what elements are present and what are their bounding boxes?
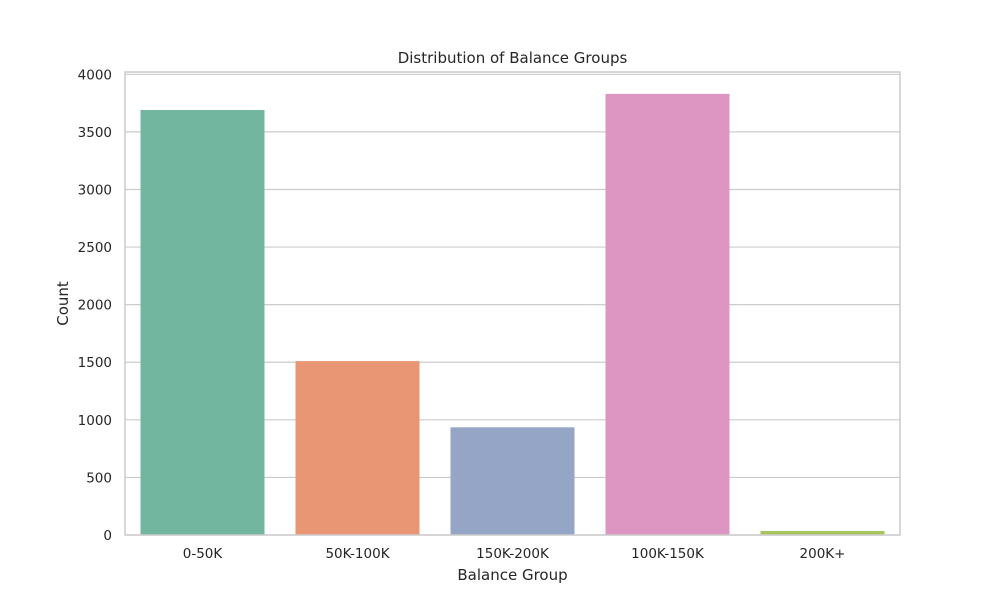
y-axis-title: Count xyxy=(54,281,72,326)
y-tick-label: 4000 xyxy=(78,67,112,83)
x-tick-label: 150K-200K xyxy=(476,546,550,562)
bars xyxy=(140,93,885,536)
x-tick-labels: 0-50K 50K-100K 150K-200K 100K-150K 200K+ xyxy=(183,546,846,562)
x-tick-label: 200K+ xyxy=(800,546,846,562)
y-tick-label: 2000 xyxy=(78,298,112,314)
bar-0-50K xyxy=(140,110,265,536)
x-tick-label: 50K-100K xyxy=(325,546,390,562)
bar-50K-100K xyxy=(295,361,420,535)
plot-frame xyxy=(124,71,901,536)
y-tick-label: 1000 xyxy=(78,413,112,429)
bar-200K+ xyxy=(760,530,885,535)
bar-100K-150K xyxy=(605,93,730,535)
y-tick-label: 3500 xyxy=(78,125,112,141)
y-tick-labels: 0 500 1000 1500 2000 2500 3000 3500 4000 xyxy=(78,67,112,544)
y-tick-label: 500 xyxy=(86,470,112,486)
x-tick-label: 0-50K xyxy=(183,546,224,562)
y-tick-label: 0 xyxy=(103,528,112,544)
y-tick-label: 2500 xyxy=(78,240,112,256)
x-tick-label: 100K-150K xyxy=(631,546,705,562)
y-tick-label: 1500 xyxy=(78,355,112,371)
bar-150K-200K xyxy=(450,427,575,535)
x-axis-title: Balance Group xyxy=(457,566,567,584)
chart-title: Distribution of Balance Groups xyxy=(398,49,628,67)
y-tick-label: 3000 xyxy=(78,182,112,198)
